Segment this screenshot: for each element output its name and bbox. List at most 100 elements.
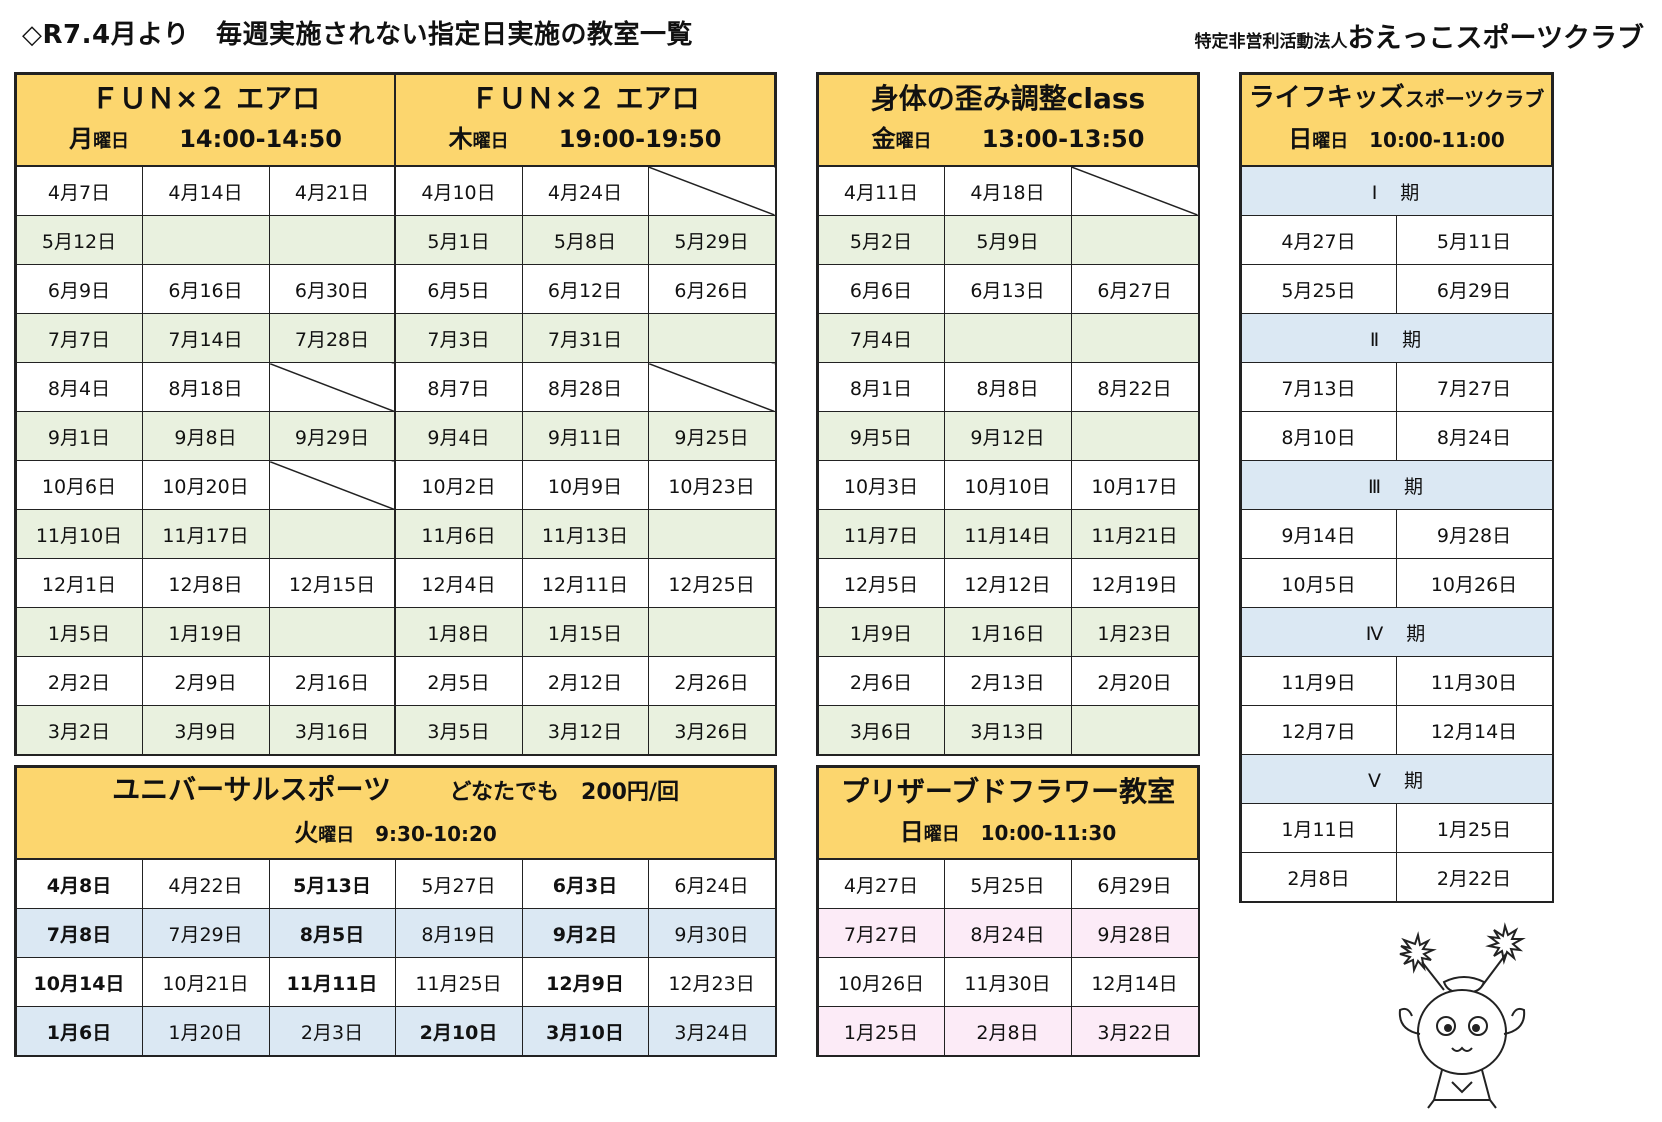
date-cell: 12月8日 bbox=[141, 558, 270, 608]
organization-name: 特定非営利活動法人おえっこスポーツクラブ bbox=[1195, 16, 1644, 55]
date-cell: 11月17日 bbox=[141, 509, 270, 559]
date-cell: 2月5日 bbox=[394, 656, 523, 706]
table-row: 7月4日 bbox=[817, 313, 1199, 363]
date-cell: 2月10日 bbox=[394, 1006, 523, 1056]
date-cell: 12月25日 bbox=[647, 558, 776, 608]
fun-monday-header: ＦＵＮ×２ エアロ 月曜日 14:00-14:50 bbox=[14, 73, 397, 167]
date-cell: 10月17日 bbox=[1070, 460, 1199, 510]
date-cell: 4月24日 bbox=[521, 165, 649, 216]
date-cell: 8月19日 bbox=[394, 908, 523, 958]
table-row: 4月7日 4月14日 4月21日 4月10日 4月24日 bbox=[15, 165, 776, 216]
date-cell: 6月13日 bbox=[943, 264, 1072, 314]
table-row: Ⅴ 期 bbox=[1240, 754, 1553, 804]
date-cell: 5月27日 bbox=[394, 858, 523, 909]
date-cell: 6月3日 bbox=[521, 858, 649, 909]
life-kids-title: ライフキッズスポーツクラブ bbox=[1248, 83, 1545, 113]
no-class-cell bbox=[1070, 165, 1199, 216]
table-row: 9月5日 9月12日 bbox=[817, 411, 1199, 461]
date-cell: 9月4日 bbox=[394, 411, 523, 461]
universal-sports-schedule-table: ユニバーサルスポーツ どなたでも 200円/回 火曜日 9:30-10:20 4… bbox=[14, 766, 777, 1056]
date-cell: 10月5日 bbox=[1240, 558, 1397, 608]
date-cell: 8月4日 bbox=[15, 362, 143, 412]
date-cell: 7月7日 bbox=[15, 313, 143, 363]
date-cell: 11月11日 bbox=[268, 957, 396, 1007]
date-cell: 6月26日 bbox=[647, 264, 776, 314]
date-cell: 4月22日 bbox=[141, 858, 270, 909]
no-class-cell bbox=[1070, 411, 1199, 461]
table-row: Ⅱ 期 bbox=[1240, 313, 1553, 363]
page-title: ◇R7.4月より 毎週実施されない指定日実施の教室一覧 bbox=[22, 20, 694, 50]
date-cell: 4月27日 bbox=[817, 858, 945, 909]
date-cell: 3月2日 bbox=[15, 705, 143, 755]
table-row: 5月25日 6月29日 bbox=[1240, 264, 1553, 314]
date-cell: 7月31日 bbox=[521, 313, 649, 363]
preserved-flower-title: プリザーブドフラワー教室 bbox=[840, 774, 1176, 808]
date-cell: 3月10日 bbox=[521, 1006, 649, 1056]
date-cell: 11月9日 bbox=[1240, 656, 1397, 706]
date-cell: 11月21日 bbox=[1070, 509, 1199, 559]
table-row: 6月6日 6月13日 6月27日 bbox=[817, 264, 1199, 314]
date-cell: 12月5日 bbox=[817, 558, 945, 608]
table-row: 10月26日 11月30日 12月14日 bbox=[817, 957, 1199, 1007]
org-name: おえっこスポーツクラブ bbox=[1347, 23, 1644, 54]
period-label: Ⅳ 期 bbox=[1240, 607, 1553, 657]
life-kids-header: ライフキッズスポーツクラブ 日曜日 10:00-11:00 bbox=[1240, 73, 1553, 167]
date-cell: 8月28日 bbox=[521, 362, 649, 412]
table-row: 4月8日 4月22日 5月13日 5月27日 6月3日 6月24日 bbox=[15, 858, 776, 909]
mascot-illustration bbox=[1398, 922, 1526, 1109]
date-cell: 9月14日 bbox=[1240, 509, 1397, 559]
table-row: 12月1日 12月8日 12月15日 12月4日 12月11日 12月25日 bbox=[15, 558, 776, 608]
table-row: 2月8日 2月22日 bbox=[1240, 852, 1553, 902]
table-row: Ⅲ 期 bbox=[1240, 460, 1553, 510]
body-adjust-title: 身体の歪み調整class bbox=[870, 81, 1146, 115]
life-kids-schedule: 日曜日 10:00-11:00 bbox=[1288, 125, 1505, 153]
date-cell: 1月16日 bbox=[943, 607, 1072, 657]
date-cell: 8月1日 bbox=[817, 362, 945, 412]
no-class-cell bbox=[141, 215, 270, 265]
date-cell: 5月9日 bbox=[943, 215, 1072, 265]
table-row: 9月1日 9月8日 9月29日 9月4日 9月11日 9月25日 bbox=[15, 411, 776, 461]
table-row: 1月25日 2月8日 3月22日 bbox=[817, 1006, 1199, 1056]
date-cell: 5月2日 bbox=[817, 215, 945, 265]
date-cell: 7月27日 bbox=[817, 908, 945, 958]
date-cell: 5月13日 bbox=[268, 858, 396, 909]
date-cell: 1月25日 bbox=[817, 1006, 945, 1056]
no-class-cell bbox=[268, 362, 396, 412]
fun-thursday-schedule: 木曜日 19:00-19:50 bbox=[448, 124, 722, 153]
date-cell: 12月9日 bbox=[521, 957, 649, 1007]
date-cell: 4月18日 bbox=[943, 165, 1072, 216]
fun-monday-schedule: 月曜日 14:00-14:50 bbox=[69, 124, 342, 153]
date-cell: 11月30日 bbox=[1395, 656, 1553, 706]
date-cell: 6月29日 bbox=[1395, 264, 1553, 314]
date-cell: 12月12日 bbox=[943, 558, 1072, 608]
date-cell: 8月22日 bbox=[1070, 362, 1199, 412]
table-row: 1月6日 1月20日 2月3日 2月10日 3月10日 3月24日 bbox=[15, 1006, 776, 1056]
table-row: Ⅳ 期 bbox=[1240, 607, 1553, 657]
date-cell: 12月7日 bbox=[1240, 705, 1397, 755]
no-class-cell bbox=[647, 509, 776, 559]
no-class-cell bbox=[647, 607, 776, 657]
date-cell: 7月13日 bbox=[1240, 362, 1397, 412]
table-row: 8月1日 8月8日 8月22日 bbox=[817, 362, 1199, 412]
date-cell: 2月26日 bbox=[647, 656, 776, 706]
date-cell: 9月30日 bbox=[647, 908, 776, 958]
date-cell: 5月25日 bbox=[943, 858, 1072, 909]
date-cell: 11月25日 bbox=[394, 957, 523, 1007]
date-cell: 3月22日 bbox=[1070, 1006, 1199, 1056]
date-cell: 12月4日 bbox=[394, 558, 523, 608]
date-cell: 2月12日 bbox=[521, 656, 649, 706]
date-cell: 1月19日 bbox=[141, 607, 270, 657]
table-row: 1月11日 1月25日 bbox=[1240, 803, 1553, 853]
date-cell: 2月20日 bbox=[1070, 656, 1199, 706]
table-row: 9月14日 9月28日 bbox=[1240, 509, 1553, 559]
no-class-cell bbox=[647, 165, 776, 216]
date-cell: 6月16日 bbox=[141, 264, 270, 314]
universal-sports-header: ユニバーサルスポーツ どなたでも 200円/回 火曜日 9:30-10:20 bbox=[14, 766, 777, 860]
no-class-cell bbox=[268, 509, 396, 559]
date-cell: 10月2日 bbox=[394, 460, 523, 510]
table-row: 7月7日 7月14日 7月28日 7月3日 7月31日 bbox=[15, 313, 776, 363]
table-row: 2月6日 2月13日 2月20日 bbox=[817, 656, 1199, 706]
date-cell: 5月25日 bbox=[1240, 264, 1397, 314]
date-cell: 10月6日 bbox=[15, 460, 143, 510]
date-cell: 12月14日 bbox=[1070, 957, 1199, 1007]
